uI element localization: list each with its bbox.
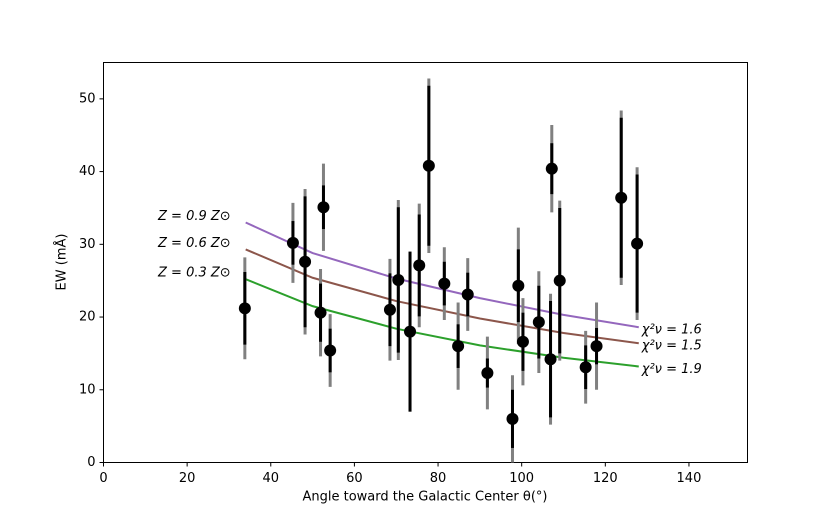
x-tick-label: 100 [509,471,534,486]
y-tick-label: 20 [79,310,96,325]
series-label: Z = 0.6 Z⊙ [157,236,231,251]
data-point [286,236,299,249]
x-tick-label: 20 [179,471,196,486]
data-point [481,367,494,380]
y-tick-label: 50 [79,91,96,106]
model-line [245,248,639,345]
data-point [516,335,529,348]
x-tick-label: 40 [262,471,279,486]
model-line [245,221,639,329]
y-tick-label: 10 [79,382,96,397]
data-point [532,316,545,329]
x-tick-label: 60 [346,471,363,486]
data-point [553,274,566,287]
data-point [544,353,557,366]
data-point [317,201,330,214]
data-point [590,340,603,353]
x-tick-label: 140 [677,471,702,486]
data-point [461,288,474,301]
fit-annotation: χ²ν = 1.6 [641,323,702,338]
x-axis-label: Angle toward the Galactic Center θ(°) [303,490,548,505]
data-point [452,340,465,353]
data-point [631,237,644,250]
y-tick-label: 30 [79,237,96,252]
data-point [545,162,558,175]
series-label: Z = 0.9 Z⊙ [157,209,231,224]
data-point [299,255,312,268]
data-point [238,302,251,315]
data-point [324,344,337,357]
series-label: Z = 0.3 Z⊙ [157,266,231,281]
data-point [404,325,417,338]
data-point [438,277,451,290]
data-point [506,412,519,425]
fit-annotation: χ²ν = 1.5 [641,339,702,354]
data-point [615,191,628,204]
data-point [383,303,396,316]
y-tick-label: 40 [79,164,96,179]
x-tick-label: 120 [593,471,618,486]
y-tick-label: 0 [87,455,95,470]
x-tick-label: 80 [430,471,447,486]
data-point [392,273,405,286]
data-point [512,279,525,292]
data-point [314,306,327,319]
data-point [579,361,592,374]
data-point [422,159,435,172]
fit-annotation: χ²ν = 1.9 [641,362,702,377]
model-line [245,278,639,368]
x-tick-label: 0 [99,471,107,486]
y-axis-label: EW (mÅ) [54,234,70,291]
data-point [413,259,426,272]
plot-frame [103,62,748,463]
